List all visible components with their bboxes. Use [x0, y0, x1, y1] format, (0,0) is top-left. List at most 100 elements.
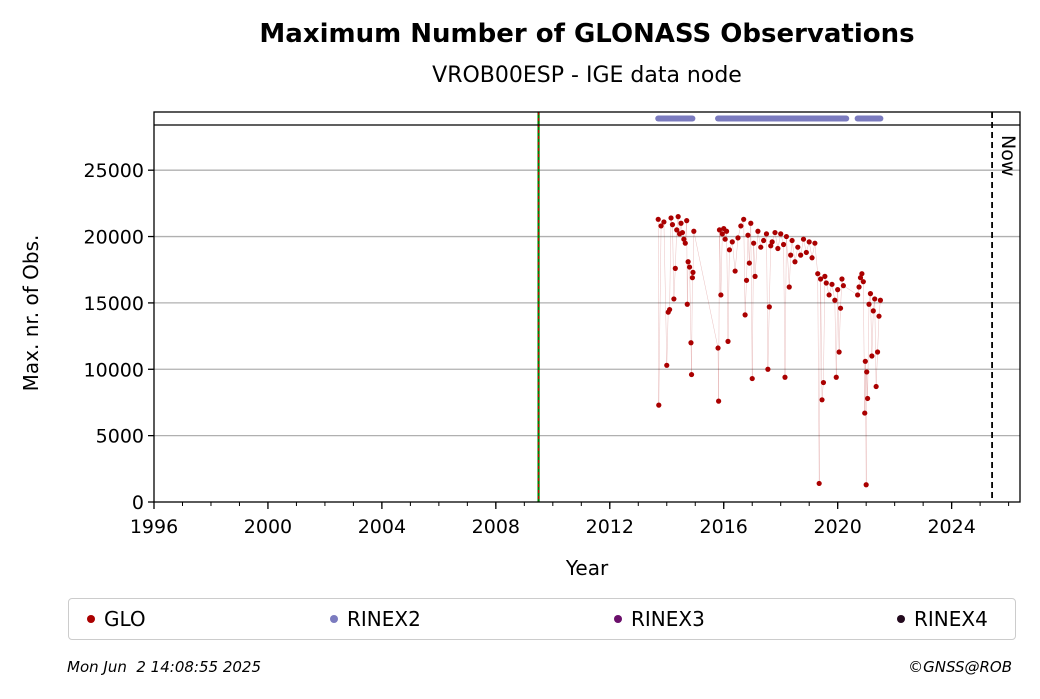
data-point-glo [826, 292, 832, 298]
data-point-glo [715, 345, 721, 351]
data-point-glo [671, 296, 677, 302]
data-point-glo [752, 273, 758, 279]
data-point-glo [877, 297, 884, 303]
data-point-glo [686, 264, 693, 270]
data-point-glo [862, 358, 868, 364]
series-connector [657, 216, 881, 485]
data-point-glo [675, 214, 681, 220]
data-point-glo [672, 265, 678, 271]
data-point-glo [678, 220, 684, 226]
data-point-glo [835, 287, 841, 293]
data-point-glo [690, 269, 696, 275]
data-point-glo [863, 482, 869, 488]
data-point-glo [836, 349, 842, 355]
data-point-glo [806, 239, 812, 245]
data-point-glo [786, 284, 792, 290]
chart-title: Maximum Number of GLONASS Observations [259, 19, 914, 49]
now-label: Now [997, 135, 1019, 176]
data-point-glo [661, 219, 667, 225]
data-point-glo [862, 410, 868, 416]
legend-item-rinex2: RINEX2 [330, 599, 421, 639]
data-point-glo [768, 243, 774, 249]
plot-frame [153, 111, 1021, 503]
data-point-glo [719, 231, 725, 237]
data-point-glo [860, 279, 866, 285]
y-axis-label: Max. nr. of Obs. [19, 235, 43, 392]
data-point-glo [751, 240, 757, 246]
data-point-glo [669, 222, 676, 228]
data-point-glo [735, 235, 741, 241]
legend: GLO RINEX2 RINEX3 RINEX4 [68, 598, 1016, 640]
x-tick-label: 2016 [700, 516, 748, 538]
data-point-glo [742, 312, 748, 318]
data-point-glo [743, 277, 750, 283]
data-point-glo [738, 223, 744, 229]
data-point-glo [795, 244, 801, 250]
data-point-glo [873, 383, 879, 390]
x-tick-label: 2020 [814, 516, 862, 538]
data-point-glo [656, 402, 662, 408]
rinex4-marker-icon [897, 615, 905, 623]
data-point-glo [758, 244, 764, 250]
data-point-glo [726, 247, 733, 253]
data-point-glo [876, 313, 882, 319]
data-point-glo [837, 305, 844, 311]
data-point-glo [840, 283, 846, 289]
footer-timestamp: Mon Jun 2 14:08:55 2025 [67, 658, 261, 676]
data-point-glo [668, 215, 674, 221]
data-point-glo [765, 366, 771, 372]
data-point-glo [870, 308, 876, 314]
data-point-glo [684, 301, 690, 307]
data-point-glo [874, 349, 881, 355]
legend-item-glo: GLO [87, 599, 146, 639]
y-tick-label: 15000 [84, 293, 144, 315]
connector-layer [657, 216, 881, 485]
data-point-glo [856, 284, 862, 290]
data-point-glo [716, 398, 722, 404]
data-point-glo [819, 397, 825, 403]
legend-item-rinex3: RINEX3 [614, 599, 705, 639]
legend-label: RINEX4 [914, 607, 988, 631]
data-point-glo [803, 249, 809, 256]
data-point-glo [832, 297, 838, 303]
data-point-glo [763, 231, 770, 237]
data-point-glo [725, 338, 731, 344]
data-point-glo [820, 379, 827, 386]
data-point-glo [769, 239, 775, 245]
data-point-glo [864, 395, 871, 402]
x-tick-label: 2024 [927, 516, 975, 538]
x-tick-label: 2012 [586, 516, 634, 538]
data-point-glo [829, 281, 835, 287]
data-point-glo [761, 237, 767, 244]
footer-credit: ©GNSS@ROB [908, 658, 1012, 676]
data-point-glo [741, 216, 747, 222]
data-point-glo [816, 480, 822, 487]
data-point-glo [667, 306, 673, 313]
data-point-glo [729, 239, 735, 245]
data-point-glo [782, 374, 788, 380]
data-point-glo [778, 231, 784, 237]
data-point-glo [658, 223, 664, 229]
legend-item-rinex4: RINEX4 [897, 599, 988, 639]
x-tick-label: 2008 [472, 516, 520, 538]
x-axis-label: Year [565, 556, 609, 580]
data-point-glo [817, 276, 824, 282]
data-points-layer [655, 214, 884, 488]
legend-label: RINEX3 [631, 607, 705, 631]
data-point-glo [780, 241, 787, 248]
data-point-glo [823, 280, 829, 286]
data-point-glo [755, 228, 761, 234]
data-point-glo [749, 375, 755, 382]
data-point-glo [732, 268, 738, 274]
data-point-glo [718, 292, 724, 298]
data-point-glo [869, 353, 875, 359]
data-point-glo [855, 292, 861, 298]
legend-label: RINEX2 [347, 607, 421, 631]
data-point-glo [864, 369, 870, 375]
data-point-glo [833, 374, 839, 380]
data-point-glo [792, 259, 798, 265]
data-point-glo [857, 275, 864, 281]
data-point-glo [722, 236, 728, 242]
grid-layer [154, 169, 1020, 437]
